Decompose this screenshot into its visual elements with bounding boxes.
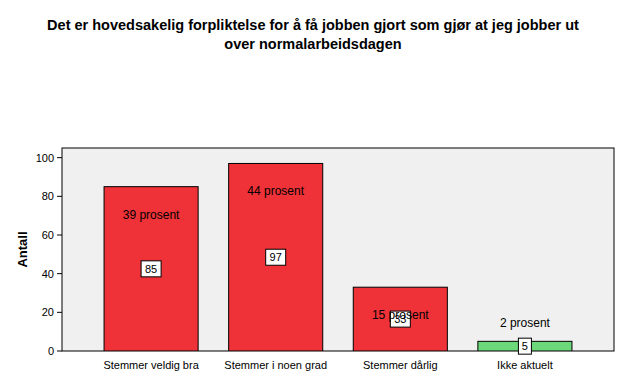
annotation: 15 prosent bbox=[372, 308, 429, 322]
bars bbox=[104, 163, 572, 351]
data-label-box bbox=[266, 249, 286, 265]
y-tick-label: 80 bbox=[42, 190, 54, 202]
data-label: 97 bbox=[270, 251, 282, 263]
annotation: 2 prosent bbox=[500, 316, 551, 330]
y-tick-label: 20 bbox=[42, 306, 54, 318]
y-tick-label: 100 bbox=[36, 152, 54, 164]
x-tick-label: Stemmer i noen grad bbox=[224, 359, 327, 371]
data-label: 5 bbox=[522, 340, 528, 352]
chart-title: Det er hovedsakelig forpliktelse for å f… bbox=[47, 17, 579, 52]
plot-area bbox=[62, 148, 614, 351]
x-tick-label: Stemmer dårlig bbox=[363, 359, 438, 371]
bar bbox=[229, 163, 323, 351]
title-line: over normalarbeidsdagen bbox=[224, 36, 401, 52]
bar bbox=[353, 287, 447, 351]
data-label-box bbox=[141, 261, 161, 277]
x-tick-label: Stemmer veldig bra bbox=[103, 359, 199, 371]
y-tick-label: 40 bbox=[42, 268, 54, 280]
bar bbox=[104, 187, 198, 351]
chart-container: Det er hovedsakelig forpliktelse for å f… bbox=[0, 0, 626, 392]
data-label-box bbox=[518, 338, 531, 354]
y-tick bbox=[57, 351, 62, 352]
y-tick bbox=[57, 273, 62, 274]
y-tick-label: 0 bbox=[48, 345, 54, 357]
title-line: Det er hovedsakelig forpliktelse for å f… bbox=[47, 17, 579, 33]
y-tick-label: 60 bbox=[42, 229, 54, 241]
x-tick-label: Ikke aktuelt bbox=[497, 359, 553, 371]
annotation: 44 prosent bbox=[247, 184, 304, 198]
annotation: 39 prosent bbox=[123, 208, 180, 222]
y-axis-label: Antall bbox=[15, 231, 30, 267]
y-tick bbox=[57, 312, 62, 313]
y-tick bbox=[57, 235, 62, 236]
data-label: 85 bbox=[145, 263, 157, 275]
labels: Stemmer veldig bra 85 39 prosent Stemmer i … bbox=[103, 184, 552, 371]
chart-svg: Det er hovedsakelig forpliktelse for å f… bbox=[0, 0, 626, 392]
y-tick bbox=[57, 157, 62, 158]
y-tick bbox=[57, 196, 62, 197]
